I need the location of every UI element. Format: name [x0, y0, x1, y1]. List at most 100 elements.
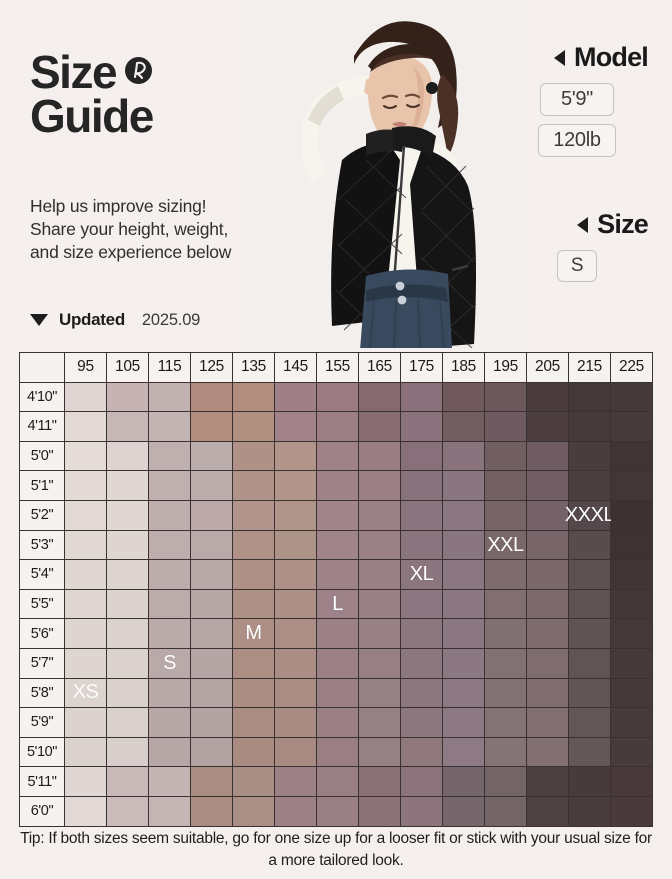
- matrix-cell-9-8[interactable]: [400, 647, 443, 679]
- matrix-cell-10-11[interactable]: [526, 677, 569, 709]
- matrix-cell-11-4[interactable]: [232, 707, 275, 738]
- matrix-cell-3-3[interactable]: [190, 470, 233, 501]
- matrix-cell-9-4[interactable]: [232, 647, 275, 679]
- matrix-cell-6-7[interactable]: [358, 559, 401, 590]
- matrix-cell-9-11[interactable]: [526, 647, 569, 679]
- matrix-cell-12-12[interactable]: [568, 736, 611, 768]
- matrix-cell-7-4[interactable]: [232, 588, 275, 620]
- matrix-cell-10-5[interactable]: [274, 677, 317, 709]
- matrix-cell-14-7[interactable]: [358, 795, 401, 827]
- matrix-cell-9-12[interactable]: [568, 647, 611, 679]
- matrix-cell-1-8[interactable]: [400, 411, 443, 442]
- matrix-cell-0-11[interactable]: [526, 381, 569, 413]
- matrix-cell-2-8[interactable]: [400, 440, 443, 472]
- matrix-cell-3-11[interactable]: [526, 470, 569, 501]
- matrix-cell-9-5[interactable]: [274, 647, 317, 679]
- matrix-cell-9-3[interactable]: [190, 647, 233, 679]
- matrix-cell-14-12[interactable]: [568, 795, 611, 827]
- matrix-cell-1-3[interactable]: [190, 411, 233, 442]
- matrix-cell-8-4[interactable]: M: [232, 618, 275, 649]
- matrix-cell-6-1[interactable]: [106, 559, 149, 590]
- matrix-cell-11-10[interactable]: [484, 707, 527, 738]
- matrix-cell-11-1[interactable]: [106, 707, 149, 738]
- matrix-cell-14-10[interactable]: [484, 795, 527, 827]
- matrix-cell-4-13[interactable]: [610, 499, 653, 531]
- matrix-cell-5-0[interactable]: [64, 529, 107, 561]
- matrix-cell-4-6[interactable]: [316, 499, 359, 531]
- matrix-cell-7-0[interactable]: [64, 588, 107, 620]
- matrix-cell-6-0[interactable]: [64, 559, 107, 590]
- matrix-cell-6-6[interactable]: [316, 559, 359, 590]
- matrix-cell-13-2[interactable]: [148, 766, 191, 797]
- matrix-cell-0-6[interactable]: [316, 381, 359, 413]
- matrix-cell-10-1[interactable]: [106, 677, 149, 709]
- matrix-cell-12-7[interactable]: [358, 736, 401, 768]
- matrix-cell-7-8[interactable]: [400, 588, 443, 620]
- matrix-cell-2-13[interactable]: [610, 440, 653, 472]
- matrix-cell-2-1[interactable]: [106, 440, 149, 472]
- matrix-cell-9-2[interactable]: S: [148, 647, 191, 679]
- matrix-cell-2-9[interactable]: [442, 440, 485, 472]
- matrix-cell-13-12[interactable]: [568, 766, 611, 797]
- matrix-cell-5-1[interactable]: [106, 529, 149, 561]
- matrix-cell-9-7[interactable]: [358, 647, 401, 679]
- matrix-cell-11-0[interactable]: [64, 707, 107, 738]
- matrix-cell-4-10[interactable]: [484, 499, 527, 531]
- matrix-cell-7-5[interactable]: [274, 588, 317, 620]
- matrix-cell-1-6[interactable]: [316, 411, 359, 442]
- matrix-cell-13-1[interactable]: [106, 766, 149, 797]
- matrix-cell-2-4[interactable]: [232, 440, 275, 472]
- matrix-cell-8-8[interactable]: [400, 618, 443, 649]
- matrix-cell-11-7[interactable]: [358, 707, 401, 738]
- matrix-cell-11-2[interactable]: [148, 707, 191, 738]
- matrix-cell-4-1[interactable]: [106, 499, 149, 531]
- matrix-cell-3-10[interactable]: [484, 470, 527, 501]
- matrix-cell-0-8[interactable]: [400, 381, 443, 413]
- matrix-cell-13-11[interactable]: [526, 766, 569, 797]
- matrix-cell-14-6[interactable]: [316, 795, 359, 827]
- matrix-cell-14-9[interactable]: [442, 795, 485, 827]
- matrix-cell-3-12[interactable]: [568, 470, 611, 501]
- matrix-cell-6-5[interactable]: [274, 559, 317, 590]
- matrix-cell-2-11[interactable]: [526, 440, 569, 472]
- matrix-cell-0-1[interactable]: [106, 381, 149, 413]
- matrix-cell-4-4[interactable]: [232, 499, 275, 531]
- matrix-cell-0-3[interactable]: [190, 381, 233, 413]
- matrix-cell-1-4[interactable]: [232, 411, 275, 442]
- matrix-cell-12-13[interactable]: [610, 736, 653, 768]
- matrix-cell-12-0[interactable]: [64, 736, 107, 768]
- matrix-cell-14-4[interactable]: [232, 795, 275, 827]
- matrix-cell-11-5[interactable]: [274, 707, 317, 738]
- matrix-cell-2-7[interactable]: [358, 440, 401, 472]
- matrix-cell-0-2[interactable]: [148, 381, 191, 413]
- matrix-cell-12-11[interactable]: [526, 736, 569, 768]
- matrix-cell-2-2[interactable]: [148, 440, 191, 472]
- matrix-cell-4-7[interactable]: [358, 499, 401, 531]
- matrix-cell-13-9[interactable]: [442, 766, 485, 797]
- matrix-cell-9-6[interactable]: [316, 647, 359, 679]
- matrix-cell-7-11[interactable]: [526, 588, 569, 620]
- matrix-cell-1-0[interactable]: [64, 411, 107, 442]
- matrix-cell-10-12[interactable]: [568, 677, 611, 709]
- matrix-cell-14-0[interactable]: [64, 795, 107, 827]
- matrix-cell-2-10[interactable]: [484, 440, 527, 472]
- matrix-cell-0-12[interactable]: [568, 381, 611, 413]
- matrix-cell-6-3[interactable]: [190, 559, 233, 590]
- matrix-cell-13-3[interactable]: [190, 766, 233, 797]
- matrix-cell-4-8[interactable]: [400, 499, 443, 531]
- matrix-cell-8-5[interactable]: [274, 618, 317, 649]
- matrix-cell-6-4[interactable]: [232, 559, 275, 590]
- matrix-cell-0-13[interactable]: [610, 381, 653, 413]
- matrix-cell-12-2[interactable]: [148, 736, 191, 768]
- matrix-cell-1-12[interactable]: [568, 411, 611, 442]
- matrix-cell-0-0[interactable]: [64, 381, 107, 413]
- matrix-cell-10-13[interactable]: [610, 677, 653, 709]
- matrix-cell-3-2[interactable]: [148, 470, 191, 501]
- matrix-cell-13-4[interactable]: [232, 766, 275, 797]
- matrix-cell-2-0[interactable]: [64, 440, 107, 472]
- matrix-cell-2-5[interactable]: [274, 440, 317, 472]
- matrix-cell-2-6[interactable]: [316, 440, 359, 472]
- matrix-cell-10-0[interactable]: XS: [64, 677, 107, 709]
- matrix-cell-0-4[interactable]: [232, 381, 275, 413]
- matrix-cell-12-8[interactable]: [400, 736, 443, 768]
